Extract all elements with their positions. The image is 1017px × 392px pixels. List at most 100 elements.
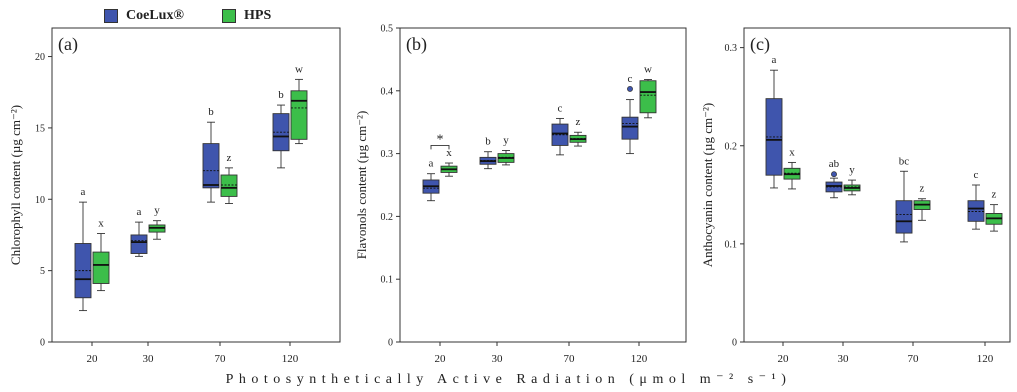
significance-letter: a	[137, 206, 142, 218]
significance-asterisk: *	[437, 132, 444, 147]
y-tick-label: 0	[40, 338, 45, 349]
significance-letter: z	[227, 152, 232, 164]
x-tick-label: 30	[492, 353, 504, 365]
legend: CoeLux® HPS	[0, 6, 1017, 26]
significance-letter: a	[772, 54, 777, 66]
significance-letter: x	[446, 147, 452, 159]
significance-letter: y	[154, 205, 160, 217]
y-tick-label: 10	[35, 195, 45, 206]
x-tick-label: 30	[838, 353, 850, 365]
x-tick-label: 30	[143, 353, 155, 365]
legend-swatch-hps	[222, 9, 236, 23]
box-body	[202, 143, 220, 189]
box-hps-70: z	[220, 152, 238, 205]
x-tick-label: 70	[908, 353, 920, 365]
legend-item-hps: HPS	[222, 8, 271, 24]
box-coelux-70: bc	[895, 155, 913, 243]
legend-label-hps: HPS	[244, 8, 272, 23]
box-coelux-20: a	[422, 158, 440, 202]
significance-letter: w	[295, 63, 303, 75]
legend-swatch-coelux	[104, 9, 118, 23]
significance-letter: b	[208, 106, 214, 118]
y-axis-label: Flavonols content (µg cm⁻²)	[354, 111, 369, 260]
x-axis-title: Photosynthetically Active Radiation (μmo…	[225, 372, 792, 387]
significance-letter: y	[849, 164, 855, 176]
box-coelux-30: a	[130, 206, 148, 257]
box-coelux-20: a	[74, 186, 92, 312]
box-body	[621, 116, 639, 140]
chart-panel-3: 0 0.1 0.2 0.3 20 30 70 120 Anthocyanin content (…	[700, 27, 1011, 365]
y-tick-label: 5	[40, 266, 45, 277]
box-hps-70: z	[913, 183, 931, 221]
y-tick-label: 0	[732, 338, 737, 349]
x-tick-label: 120	[282, 353, 299, 365]
y-tick-label: 0.5	[381, 24, 394, 35]
box-coelux-120: b	[272, 89, 290, 169]
box-hps-20: x	[92, 218, 110, 292]
significance-letter: w	[644, 63, 652, 75]
y-tick-label: 0.1	[381, 275, 394, 286]
box-body	[967, 200, 985, 222]
box-hps-70: z	[569, 116, 587, 147]
significance-letter: a	[81, 186, 86, 198]
plot-frame	[399, 27, 687, 343]
box-hps-20: x	[440, 147, 458, 177]
significance-letter: c	[628, 73, 633, 85]
significance-letter: b	[485, 136, 491, 148]
box-coelux-30: b	[479, 136, 497, 170]
box-hps-20: x	[783, 146, 801, 190]
significance-letter: a	[429, 158, 434, 170]
box-hps-30: y	[843, 164, 861, 196]
chart-panel-2: 0 0.1 0.2 0.3 0.4 0.5 20 30 70 120 Flavonols conte…	[354, 24, 687, 365]
box-hps-120: w	[290, 63, 308, 145]
outlier-point	[627, 85, 633, 92]
y-tick-label: 0.1	[725, 239, 738, 250]
x-tick-label: 120	[631, 353, 648, 365]
significance-letter: c	[974, 169, 979, 181]
significance-letter: z	[992, 189, 997, 201]
significance-letter: c	[558, 102, 563, 114]
y-tick-label: 15	[35, 123, 45, 134]
x-tick-label: 120	[977, 353, 994, 365]
x-tick-label: 70	[564, 353, 576, 365]
y-tick-label: 0.4	[381, 86, 394, 97]
box-coelux-120: c	[967, 169, 985, 230]
y-tick-label: 0.2	[725, 141, 738, 152]
significance-letter: y	[503, 134, 509, 146]
panel-label: (b)	[406, 34, 427, 55]
significance-bracket	[430, 144, 450, 150]
significance-letter: ab	[829, 158, 840, 170]
significance-letter: z	[576, 116, 581, 128]
x-tick-label: 20	[87, 353, 99, 365]
y-tick-label: 0.2	[381, 212, 394, 223]
panel-label: (c)	[750, 34, 770, 55]
box-hps-30: y	[148, 205, 166, 240]
y-axis-label: Chlorophyll content (µg cm⁻²)	[8, 105, 23, 265]
box-hps-120: z	[985, 189, 1003, 232]
box-coelux-70: c	[551, 102, 569, 156]
significance-letter: x	[789, 146, 795, 158]
box-body	[639, 80, 657, 114]
outlier-point	[831, 171, 837, 178]
legend-label-coelux: CoeLux®	[126, 8, 184, 23]
significance-letter: b	[278, 89, 284, 101]
panel-label: (a)	[58, 34, 78, 55]
box-body	[290, 90, 308, 140]
legend-item-coelux: CoeLux®	[104, 8, 184, 24]
y-tick-label: 0.3	[381, 149, 394, 160]
plot-frame	[743, 27, 1011, 343]
y-tick-label: 0.3	[725, 43, 738, 54]
plot-frame	[51, 27, 341, 343]
significance-letter: bc	[899, 155, 910, 167]
box-coelux-120: c	[621, 73, 639, 155]
box-hps-30: y	[497, 134, 515, 166]
x-tick-label: 20	[778, 353, 790, 365]
box-body	[220, 174, 238, 197]
box-coelux-30: ab	[825, 158, 843, 199]
y-tick-label: 0	[388, 338, 393, 349]
x-tick-label: 70	[215, 353, 227, 365]
y-tick-label: 20	[35, 52, 45, 63]
box-body	[895, 200, 913, 234]
box-body	[130, 234, 148, 254]
